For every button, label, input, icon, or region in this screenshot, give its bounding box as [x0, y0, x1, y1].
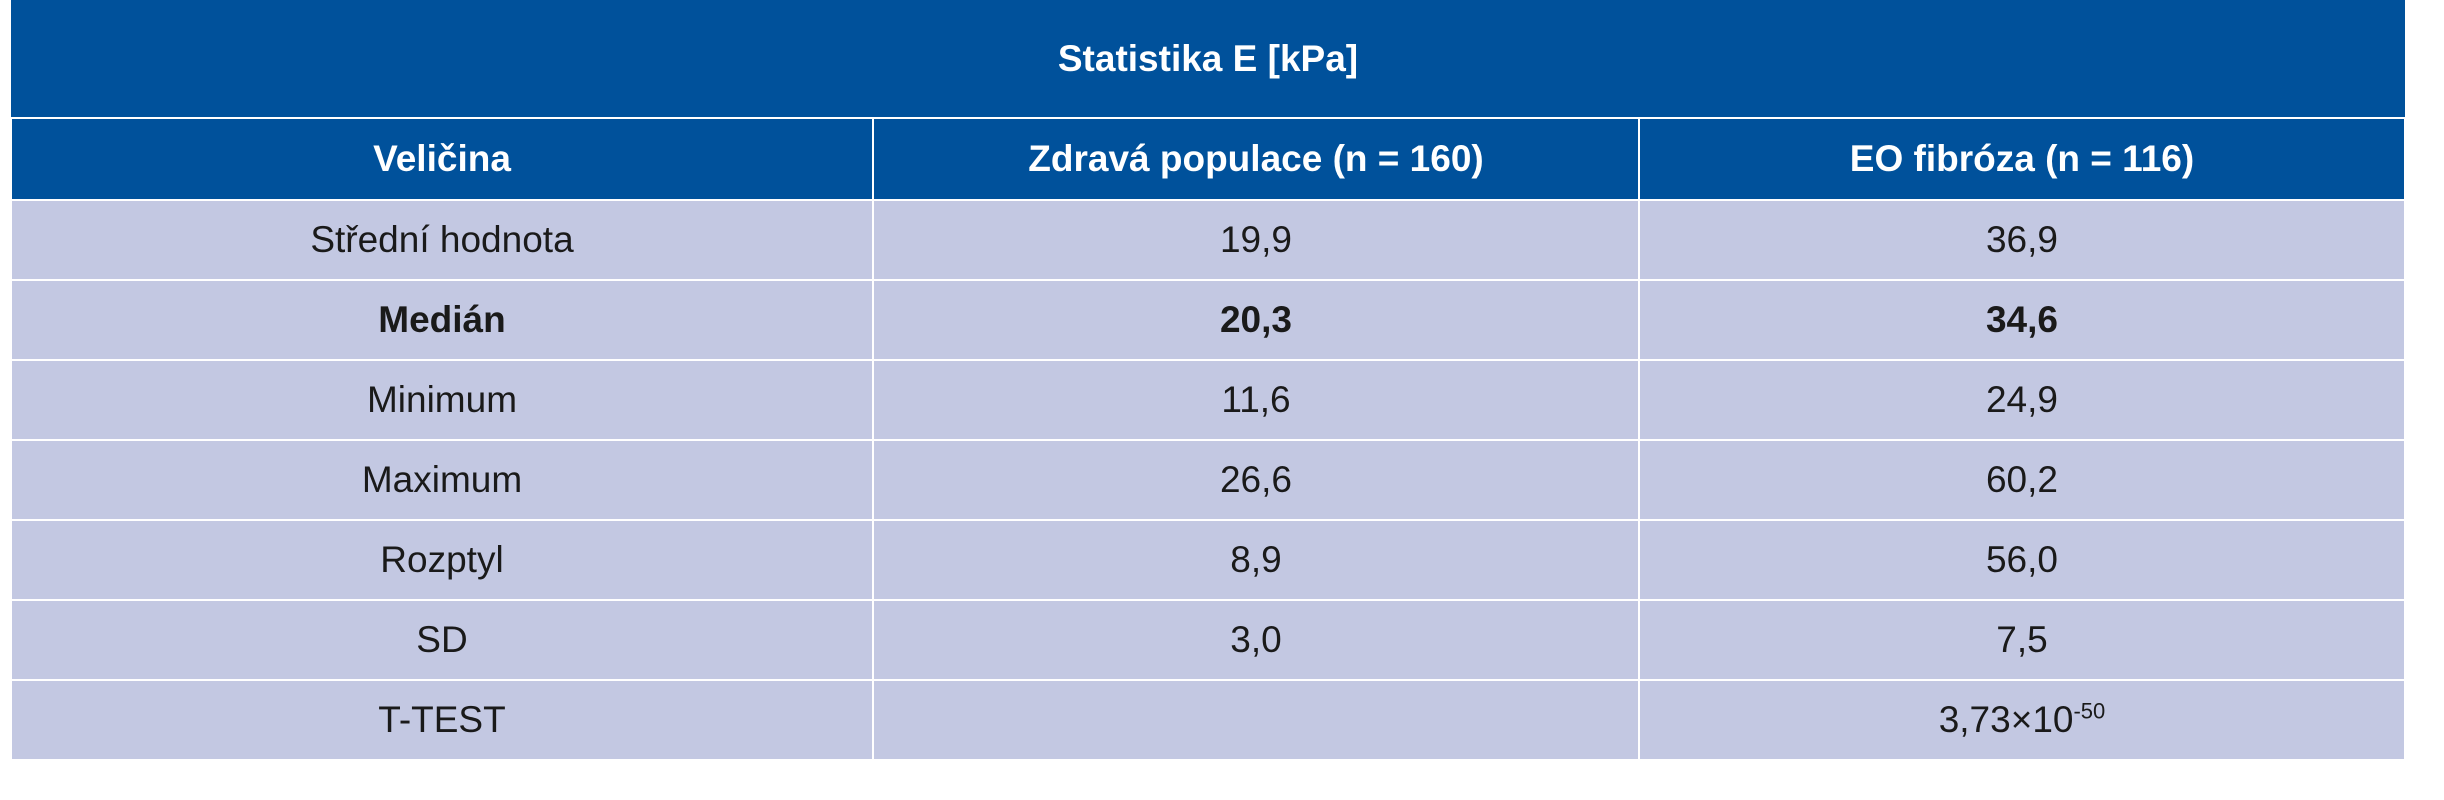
table-header-row: Veličina Zdravá populace (n = 160) EO fi… [10, 117, 2406, 201]
table-row-minimum: Minimum 11,6 24,9 [10, 359, 2406, 441]
statistics-table: Statistika E [kPa] Veličina Zdravá popul… [10, 0, 2406, 761]
table-title-row: Statistika E [kPa] [11, 0, 2405, 119]
table-row-mean: Střední hodnota 19,9 36,9 [10, 199, 2406, 281]
row-label: Minimum [10, 359, 874, 441]
cell-healthy: 20,3 [872, 279, 1640, 361]
cell-healthy: 3,0 [872, 599, 1640, 681]
table-row-median: Medián 20,3 34,6 [10, 279, 2406, 361]
table-row-ttest: T-TEST 3,73×10-50 [10, 679, 2406, 761]
statistics-table-container: Statistika E [kPa] Veličina Zdravá popul… [10, 0, 2406, 761]
cell-healthy: 11,6 [872, 359, 1640, 441]
cell-healthy [872, 679, 1640, 761]
row-label: Medián [10, 279, 874, 361]
cell-healthy: 8,9 [872, 519, 1640, 601]
cell-fibrosis: 7,5 [1638, 599, 2406, 681]
cell-healthy: 19,9 [872, 199, 1640, 281]
column-header-quantity: Veličina [10, 117, 874, 201]
cell-fibrosis: 3,73×10-50 [1638, 679, 2406, 761]
column-header-fibrosis: EO fibróza (n = 116) [1638, 117, 2406, 201]
table-title: Statistika E [kPa] [11, 0, 2405, 119]
table-row-maximum: Maximum 26,6 60,2 [10, 439, 2406, 521]
column-header-healthy: Zdravá populace (n = 160) [872, 117, 1640, 201]
row-label: Maximum [10, 439, 874, 521]
row-label: Střední hodnota [10, 199, 874, 281]
cell-fibrosis: 60,2 [1638, 439, 2406, 521]
cell-fibrosis: 56,0 [1638, 519, 2406, 601]
cell-fibrosis: 24,9 [1638, 359, 2406, 441]
ttest-base: 3,73×10 [1938, 699, 2074, 740]
table-row-sd: SD 3,0 7,5 [10, 599, 2406, 681]
row-label: T-TEST [10, 679, 874, 761]
ttest-exponent: -50 [2073, 698, 2106, 724]
row-label: Rozptyl [10, 519, 874, 601]
row-label: SD [10, 599, 874, 681]
cell-fibrosis: 36,9 [1638, 199, 2406, 281]
table-row-variance: Rozptyl 8,9 56,0 [10, 519, 2406, 601]
cell-healthy: 26,6 [872, 439, 1640, 521]
cell-fibrosis: 34,6 [1638, 279, 2406, 361]
